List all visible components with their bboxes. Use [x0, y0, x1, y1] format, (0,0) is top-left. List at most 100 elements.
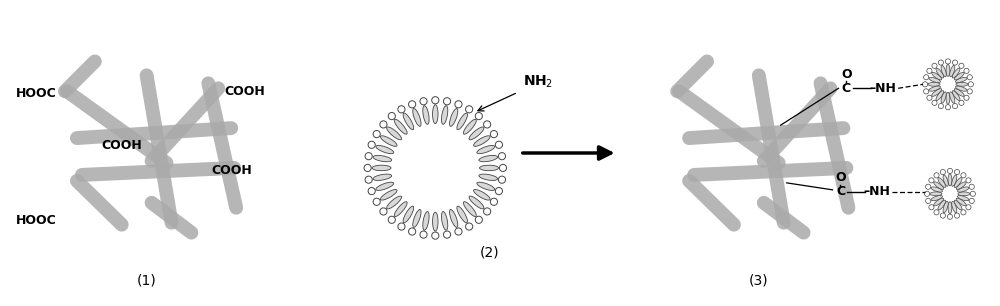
Ellipse shape [450, 210, 458, 227]
Text: C: C [836, 185, 845, 198]
Circle shape [932, 63, 937, 68]
Ellipse shape [373, 155, 392, 162]
Ellipse shape [450, 109, 458, 126]
Ellipse shape [946, 64, 950, 76]
Circle shape [498, 153, 506, 160]
Circle shape [495, 188, 502, 195]
Circle shape [398, 106, 405, 113]
Ellipse shape [934, 198, 944, 206]
Circle shape [490, 130, 498, 138]
Text: COOH: COOH [102, 139, 143, 151]
Circle shape [945, 59, 951, 64]
Circle shape [947, 168, 953, 174]
Text: C: C [842, 82, 851, 95]
Circle shape [968, 82, 973, 87]
Circle shape [455, 228, 462, 235]
Ellipse shape [948, 174, 952, 186]
Circle shape [969, 184, 974, 189]
Ellipse shape [957, 196, 969, 201]
Circle shape [947, 214, 953, 219]
Ellipse shape [931, 187, 942, 192]
Ellipse shape [457, 113, 467, 130]
Ellipse shape [477, 182, 495, 190]
Circle shape [926, 184, 931, 189]
Circle shape [484, 208, 491, 215]
Circle shape [970, 191, 975, 196]
Ellipse shape [474, 189, 490, 200]
Circle shape [959, 100, 964, 106]
Circle shape [388, 216, 395, 223]
Ellipse shape [376, 145, 394, 154]
Text: (2): (2) [480, 245, 500, 259]
Text: O: O [835, 171, 846, 185]
Ellipse shape [457, 206, 467, 223]
Ellipse shape [952, 68, 960, 78]
Ellipse shape [373, 174, 392, 181]
Ellipse shape [463, 202, 476, 217]
Text: O: O [841, 68, 852, 81]
Ellipse shape [394, 202, 407, 217]
Circle shape [967, 75, 972, 80]
Ellipse shape [956, 77, 967, 83]
Ellipse shape [474, 136, 490, 146]
Ellipse shape [936, 91, 944, 101]
Circle shape [932, 100, 937, 106]
Ellipse shape [931, 196, 942, 201]
Ellipse shape [413, 210, 421, 227]
Circle shape [409, 101, 416, 108]
Circle shape [420, 231, 427, 238]
Circle shape [954, 213, 960, 218]
Circle shape [945, 105, 951, 110]
Ellipse shape [423, 211, 429, 230]
Circle shape [961, 210, 966, 215]
Ellipse shape [403, 113, 414, 130]
Ellipse shape [469, 127, 484, 140]
Ellipse shape [954, 89, 964, 96]
Circle shape [443, 98, 451, 105]
Circle shape [364, 164, 371, 172]
Ellipse shape [441, 106, 448, 124]
Ellipse shape [941, 65, 946, 77]
Circle shape [432, 97, 439, 104]
Circle shape [938, 103, 943, 109]
Circle shape [380, 121, 387, 128]
Circle shape [466, 106, 473, 113]
Ellipse shape [479, 174, 498, 181]
Ellipse shape [956, 182, 966, 189]
Ellipse shape [423, 106, 429, 124]
Ellipse shape [954, 200, 962, 210]
Circle shape [398, 223, 405, 230]
Circle shape [380, 208, 387, 215]
Text: (3): (3) [749, 274, 769, 287]
Text: –NH: –NH [869, 82, 896, 95]
Ellipse shape [372, 165, 391, 171]
Ellipse shape [952, 175, 957, 186]
Circle shape [934, 173, 939, 178]
Ellipse shape [932, 72, 942, 80]
Ellipse shape [387, 196, 402, 209]
Circle shape [961, 173, 966, 178]
Ellipse shape [387, 127, 402, 140]
Circle shape [952, 60, 958, 65]
Ellipse shape [950, 65, 955, 77]
Ellipse shape [943, 201, 948, 213]
Text: –NH: –NH [863, 185, 890, 198]
Ellipse shape [463, 119, 476, 134]
Ellipse shape [938, 177, 946, 188]
Circle shape [940, 213, 945, 218]
Ellipse shape [943, 175, 948, 186]
Ellipse shape [932, 89, 942, 96]
Ellipse shape [957, 187, 969, 192]
Ellipse shape [477, 145, 495, 154]
Circle shape [939, 183, 961, 205]
Text: COOH: COOH [211, 164, 252, 177]
Circle shape [368, 141, 375, 148]
Circle shape [934, 210, 939, 215]
Ellipse shape [380, 136, 397, 146]
Circle shape [927, 68, 932, 73]
Circle shape [927, 95, 932, 100]
Circle shape [964, 68, 969, 73]
Circle shape [499, 164, 507, 172]
Circle shape [924, 75, 929, 80]
Ellipse shape [433, 212, 438, 231]
